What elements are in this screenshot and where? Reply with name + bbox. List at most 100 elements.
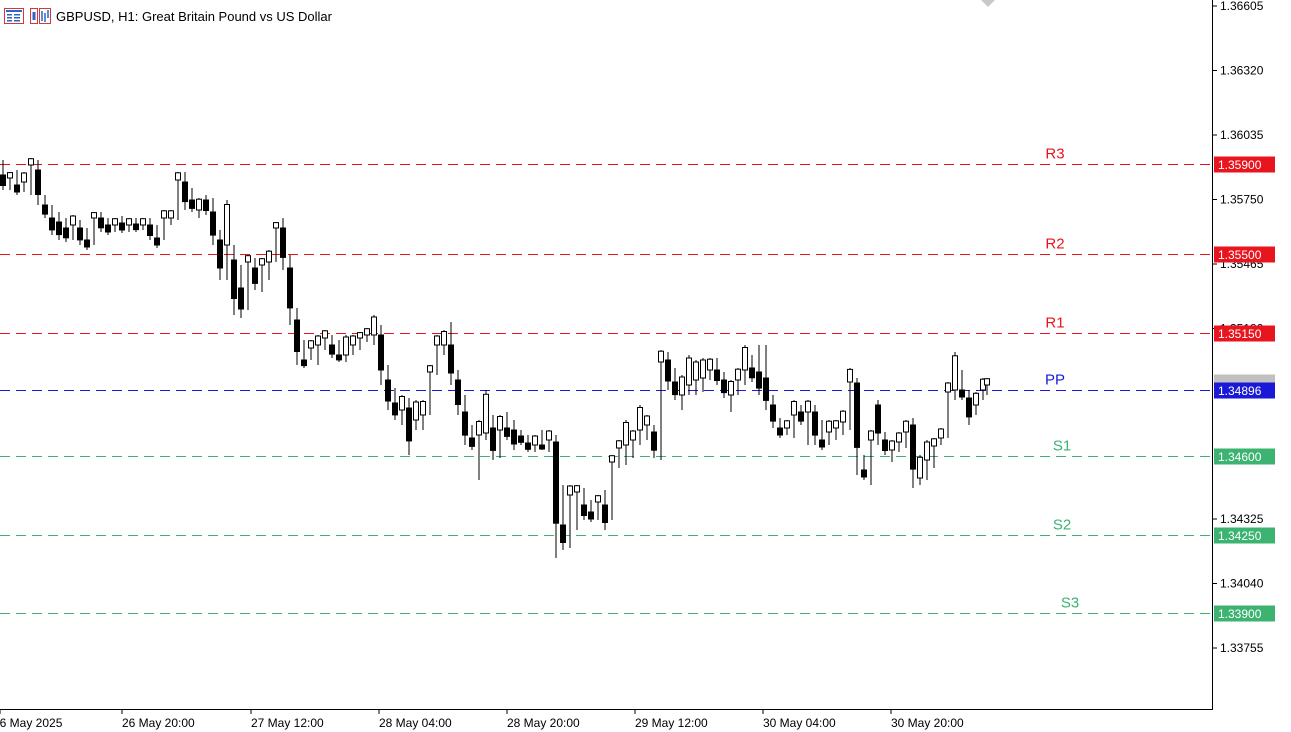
chart-shift-marker-icon[interactable] — [981, 0, 995, 7]
candlestick[interactable] — [441, 330, 447, 355]
candlestick[interactable] — [266, 250, 272, 280]
candlestick[interactable] — [350, 335, 356, 355]
candlestick[interactable] — [322, 330, 328, 350]
candlestick[interactable] — [532, 435, 538, 452]
candlestick[interactable] — [623, 420, 629, 465]
candlestick[interactable] — [245, 255, 251, 310]
candlestick[interactable] — [924, 440, 930, 480]
candlestick[interactable] — [651, 425, 657, 458]
candlestick[interactable] — [98, 212, 104, 232]
candlestick[interactable] — [154, 225, 160, 248]
candlestick[interactable] — [567, 485, 573, 548]
candlestick[interactable] — [735, 368, 741, 395]
candlestick[interactable] — [308, 340, 314, 360]
candlestick[interactable] — [210, 198, 216, 245]
candlestick[interactable] — [476, 420, 482, 480]
candlestick[interactable] — [805, 400, 811, 445]
candlestick[interactable] — [336, 340, 342, 362]
candlestick[interactable] — [721, 372, 727, 398]
candlestick[interactable] — [448, 322, 454, 385]
candlestick[interactable] — [595, 495, 601, 520]
candlestick[interactable] — [301, 340, 307, 368]
candlestick[interactable] — [882, 432, 888, 455]
candlestick[interactable] — [588, 500, 594, 522]
candlestick[interactable] — [84, 228, 90, 250]
candlestick[interactable] — [455, 370, 461, 415]
candlestick[interactable] — [105, 218, 111, 235]
candlestick[interactable] — [168, 210, 174, 225]
candlestick[interactable] — [217, 230, 223, 280]
candlestick[interactable] — [378, 325, 384, 385]
candlestick[interactable] — [770, 395, 776, 428]
candlestick[interactable] — [0, 160, 6, 190]
candlestick[interactable] — [490, 415, 496, 460]
candlestick[interactable] — [679, 375, 685, 410]
candlestick[interactable] — [28, 158, 34, 195]
candlestick[interactable] — [14, 170, 20, 195]
candlestick[interactable] — [399, 395, 405, 425]
candlestick[interactable] — [196, 198, 202, 218]
candlestick[interactable] — [56, 212, 62, 240]
candlestick[interactable] — [273, 222, 279, 262]
candlestick[interactable] — [763, 345, 769, 410]
candlestick[interactable] — [812, 405, 818, 445]
candlestick[interactable] — [609, 455, 615, 520]
candlestick[interactable] — [140, 218, 146, 230]
candlestick[interactable] — [889, 440, 895, 462]
candlestick[interactable] — [749, 355, 755, 382]
candlestick[interactable] — [539, 430, 545, 450]
candlestick[interactable] — [553, 435, 559, 558]
candlestick[interactable] — [875, 400, 881, 445]
candlestick[interactable] — [252, 258, 258, 290]
candlestick[interactable] — [161, 210, 167, 240]
candlestick[interactable] — [126, 218, 132, 232]
candlestick[interactable] — [287, 255, 293, 325]
candlestick[interactable] — [693, 360, 699, 395]
candlestick[interactable] — [966, 390, 972, 425]
candlestick[interactable] — [175, 172, 181, 220]
candlestick[interactable] — [952, 352, 958, 400]
candlestick[interactable] — [70, 215, 76, 240]
candlestick[interactable] — [7, 172, 13, 190]
candlestick[interactable] — [371, 315, 377, 345]
candlestick[interactable] — [581, 488, 587, 520]
candlestick[interactable] — [903, 420, 909, 448]
candlestick[interactable] — [819, 420, 825, 450]
candlestick[interactable] — [133, 218, 139, 232]
candlestick[interactable] — [462, 395, 468, 445]
candlestick[interactable] — [413, 400, 419, 430]
candlestick[interactable] — [546, 430, 552, 452]
candlestick[interactable] — [637, 405, 643, 445]
candlestick[interactable] — [784, 420, 790, 435]
candlestick[interactable] — [560, 485, 566, 550]
candlestick[interactable] — [861, 455, 867, 480]
candlestick[interactable] — [602, 490, 608, 530]
candlestick[interactable] — [427, 365, 433, 415]
candlestick[interactable] — [931, 438, 937, 468]
candlestick[interactable] — [147, 218, 153, 240]
candlestick[interactable] — [91, 212, 97, 245]
candlestick[interactable] — [847, 368, 853, 430]
candlestick[interactable] — [511, 420, 517, 450]
candlestick[interactable] — [672, 368, 678, 400]
candlestick[interactable] — [973, 392, 979, 415]
candlestick[interactable] — [714, 358, 720, 385]
candlestick[interactable] — [343, 335, 349, 362]
candlestick[interactable] — [21, 172, 27, 192]
candlestick[interactable] — [182, 172, 188, 210]
candlestick[interactable] — [119, 216, 125, 233]
candlestick[interactable] — [483, 390, 489, 440]
candlestick[interactable] — [469, 425, 475, 450]
candlestick[interactable] — [49, 205, 55, 235]
candlestick[interactable] — [791, 400, 797, 438]
candlestick[interactable] — [434, 335, 440, 375]
chart-list-icon[interactable] — [4, 7, 24, 25]
candlestick[interactable] — [658, 350, 664, 460]
candlestick[interactable] — [700, 358, 706, 392]
candlestick[interactable] — [742, 345, 748, 385]
candlestick[interactable] — [238, 265, 244, 318]
candlestick[interactable] — [63, 218, 69, 242]
candlestick[interactable] — [644, 415, 650, 440]
